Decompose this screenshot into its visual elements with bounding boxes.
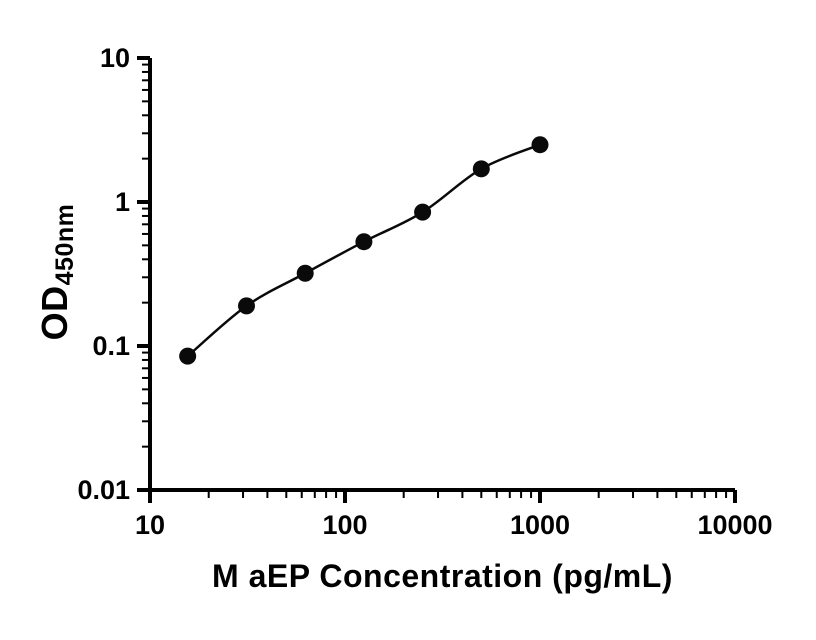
data-point bbox=[238, 297, 255, 315]
x-tick-label: 100 bbox=[322, 510, 367, 540]
y-tick-label: 1 bbox=[115, 187, 130, 217]
axis-frame bbox=[148, 58, 735, 492]
fit-curve bbox=[186, 143, 542, 358]
y-axis-title: OD450nm bbox=[34, 203, 79, 341]
data-point bbox=[179, 347, 197, 365]
x-tick-label: 1000 bbox=[510, 510, 570, 540]
data-point bbox=[472, 160, 490, 178]
data-point bbox=[531, 136, 549, 154]
data-point bbox=[296, 264, 314, 282]
x-tick-label: 10000 bbox=[697, 510, 772, 540]
data-point bbox=[355, 233, 373, 251]
x-axis-title: M aEP Concentration (pg/mL) bbox=[212, 558, 673, 594]
y-axis-title-subscript: 450nm bbox=[51, 203, 79, 286]
data-point bbox=[414, 203, 432, 221]
y-tick-label: 0.1 bbox=[92, 331, 130, 361]
y-axis-title-main: OD bbox=[34, 285, 75, 341]
y-tick-label: 0.01 bbox=[77, 475, 130, 505]
y-tick-label: 10 bbox=[100, 43, 130, 73]
x-tick-label: 10 bbox=[135, 510, 165, 540]
